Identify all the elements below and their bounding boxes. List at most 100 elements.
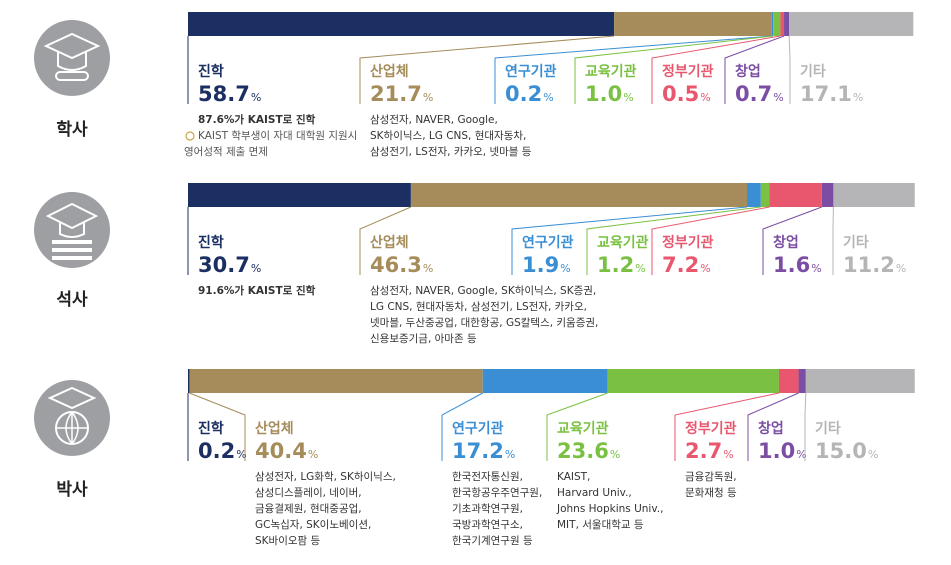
connector bbox=[546, 392, 608, 461]
value-label: 0.5 bbox=[662, 82, 699, 106]
legend-label: 정부기관 bbox=[662, 234, 714, 251]
bar-segment bbox=[773, 12, 781, 36]
connector bbox=[511, 206, 748, 275]
bar-segment bbox=[189, 369, 483, 393]
legend-label: 진학 bbox=[198, 420, 224, 437]
unit-label: % bbox=[236, 448, 246, 461]
value-label: 23.6 bbox=[557, 439, 609, 463]
connector bbox=[724, 35, 785, 104]
unit-label: % bbox=[811, 262, 821, 275]
bar-segment bbox=[789, 12, 914, 36]
value-label: 17.1 bbox=[800, 82, 852, 106]
legend-label: 기타 bbox=[815, 421, 841, 437]
unit-label: % bbox=[723, 448, 733, 461]
note: 삼성전기, LS전자, 카카오, 넷마블 등 bbox=[370, 146, 532, 158]
note: 기초과학연구원, bbox=[452, 503, 523, 515]
note: 91.6%가 KAIST로 진학 bbox=[198, 284, 316, 297]
value-label: 46.3 bbox=[370, 253, 422, 277]
legend-label: 진학 bbox=[198, 63, 224, 80]
value-label: 1.6 bbox=[773, 253, 810, 277]
legend-label: 산업체 bbox=[370, 234, 409, 251]
value-label: 1.0 bbox=[585, 82, 622, 106]
connector bbox=[359, 206, 412, 275]
value-label: 1.2 bbox=[597, 253, 634, 277]
cap-glyph bbox=[43, 32, 101, 71]
value-label: 15.0 bbox=[815, 439, 867, 463]
bar-segment bbox=[410, 183, 748, 207]
note: 한국기계연구원 등 bbox=[452, 535, 533, 547]
unit-label: % bbox=[505, 448, 515, 461]
value-label: 0.2 bbox=[505, 82, 542, 106]
bar-segment bbox=[805, 369, 915, 393]
unit-label: % bbox=[251, 262, 261, 275]
unit-label: % bbox=[853, 91, 863, 104]
value-label: 11.2 bbox=[843, 253, 895, 277]
note: 삼성전자, LG화학, SK하이닉스, bbox=[255, 470, 396, 483]
legend-label: 기타 bbox=[843, 235, 869, 251]
connector bbox=[762, 206, 822, 275]
value-label: 30.7 bbox=[198, 253, 250, 277]
unit-label: % bbox=[623, 91, 633, 104]
note: LG CNS, 현대자동차, 삼성전기, LS전자, 카카오, bbox=[370, 301, 587, 313]
unit-label: % bbox=[423, 262, 433, 275]
connector bbox=[651, 35, 781, 104]
note: 삼성전자, NAVER, Google, bbox=[370, 114, 498, 126]
connector bbox=[441, 392, 483, 461]
note: 금융결제원, 현대중공업, bbox=[255, 502, 362, 515]
value-label: 1.0 bbox=[758, 439, 795, 463]
note: 한국항공우주연구원, bbox=[452, 487, 542, 499]
legend-label: 연구기관 bbox=[522, 234, 574, 251]
bar-segment bbox=[747, 183, 761, 207]
connector bbox=[359, 35, 615, 104]
bar-segment bbox=[607, 369, 779, 393]
unit-label: % bbox=[700, 91, 710, 104]
legend-label: 연구기관 bbox=[505, 63, 557, 80]
legend-label: 교육기관 bbox=[597, 234, 649, 251]
note: 87.6%가 KAIST로 진학 bbox=[198, 113, 316, 126]
connector bbox=[574, 35, 774, 104]
value-label: 58.7 bbox=[198, 82, 250, 106]
degree-title: 박사 bbox=[56, 480, 88, 500]
legend-label: 창업 bbox=[758, 420, 784, 437]
connector bbox=[804, 392, 807, 461]
connector bbox=[788, 35, 791, 104]
bar-segment bbox=[188, 369, 190, 393]
bar-segment bbox=[780, 12, 785, 36]
connector bbox=[674, 392, 780, 461]
legend-label: 기타 bbox=[800, 64, 826, 80]
bar-segment bbox=[771, 12, 774, 36]
legend-label: 정부기관 bbox=[662, 63, 714, 80]
connector bbox=[651, 206, 770, 275]
legend-label: 교육기관 bbox=[557, 420, 609, 437]
note: KAIST, bbox=[557, 471, 590, 483]
note: GC녹십자, SK이노베이션, bbox=[255, 519, 371, 531]
connector bbox=[189, 392, 246, 461]
value-label: 7.2 bbox=[662, 253, 699, 277]
note: Harvard Univ., bbox=[557, 487, 632, 499]
degree-title: 학사 bbox=[56, 120, 88, 140]
note: 삼성디스플레이, 네이버, bbox=[255, 487, 362, 499]
icons bbox=[34, 20, 110, 456]
bar-segment bbox=[188, 183, 411, 207]
bar-segment bbox=[778, 369, 799, 393]
unit-label: % bbox=[423, 91, 433, 104]
bar-segment bbox=[760, 183, 770, 207]
scroll-glyph bbox=[55, 71, 89, 81]
degree-title: 석사 bbox=[56, 290, 88, 310]
note: Johns Hopkins Univ., bbox=[556, 503, 663, 515]
note: 신용보증기금, 아마존 등 bbox=[370, 333, 477, 345]
note: 넷마블, 두산중공업, 대한항공, GS칼텍스, 키움증권, bbox=[370, 316, 598, 329]
bar-segment bbox=[798, 369, 806, 393]
legend-label: 창업 bbox=[773, 234, 799, 251]
note: SK하이닉스, LG CNS, 현대자동차, bbox=[370, 129, 526, 142]
legend-label: 진학 bbox=[198, 234, 224, 251]
bar-segment bbox=[784, 12, 790, 36]
value-label: 1.9 bbox=[522, 253, 559, 277]
unit-label: % bbox=[868, 448, 878, 461]
note: 금융감독원, bbox=[685, 471, 737, 483]
bar-segment bbox=[482, 369, 608, 393]
cap-glyph bbox=[45, 202, 99, 238]
legend-label: 산업체 bbox=[370, 63, 409, 80]
unit-label: % bbox=[308, 448, 318, 461]
